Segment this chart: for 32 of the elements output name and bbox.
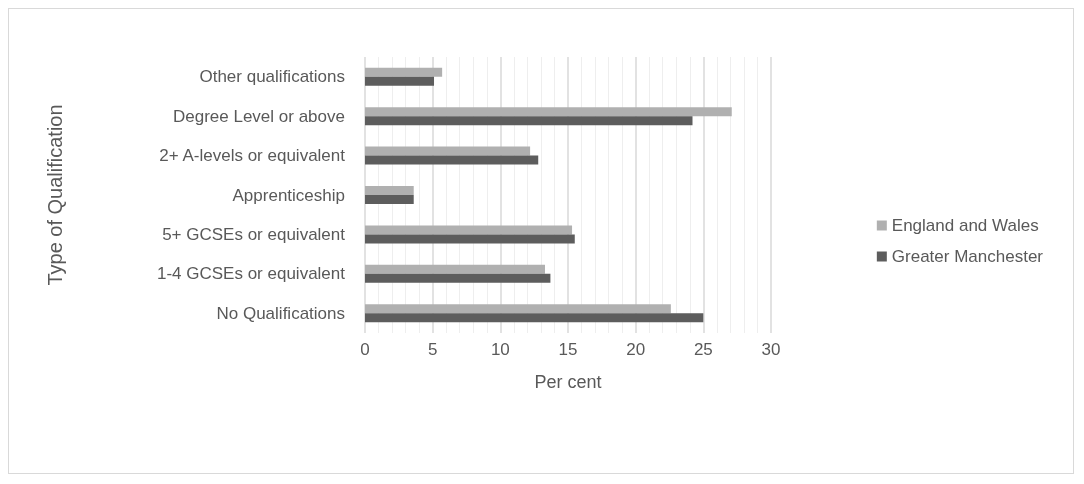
x-tick-label: 30 (761, 340, 781, 359)
y-tick-label: Degree Level or above (172, 106, 345, 126)
bar (365, 107, 732, 117)
x-tick-label: 25 (693, 340, 713, 359)
y-tick-label: 2+ A-levels or equivalent (159, 146, 346, 166)
bar (365, 273, 551, 283)
legend-label: England and Wales (891, 216, 1039, 235)
bar (365, 116, 693, 126)
y-tick-label: 1-4 GCSEs or equivalent (156, 264, 346, 284)
legend-label: Greater Manchester (891, 247, 1044, 266)
y-axis-title: Type of Qualification (44, 104, 66, 286)
y-tick-label: Other qualifications (199, 67, 345, 87)
bar (365, 155, 539, 165)
y-tick-label: No Qualifications (216, 303, 345, 323)
bar (365, 76, 435, 86)
bar (365, 264, 545, 274)
x-tick-label: 20 (626, 340, 646, 359)
bar (365, 234, 575, 244)
x-tick-label: 10 (490, 340, 510, 359)
y-tick-label: Apprenticeship (232, 185, 345, 205)
bar (365, 313, 704, 323)
bar (365, 186, 414, 195)
bar (365, 225, 573, 235)
y-tick-label: 5+ GCSEs or equivalent (162, 224, 346, 244)
bar (365, 195, 414, 204)
x-axis-title: Per cent (534, 372, 602, 392)
bar (365, 304, 671, 314)
bar (365, 146, 531, 156)
x-tick-label: 15 (558, 340, 578, 359)
bar (365, 67, 443, 77)
x-tick-label: 0 (360, 340, 370, 359)
x-tick-label: 5 (427, 340, 438, 359)
